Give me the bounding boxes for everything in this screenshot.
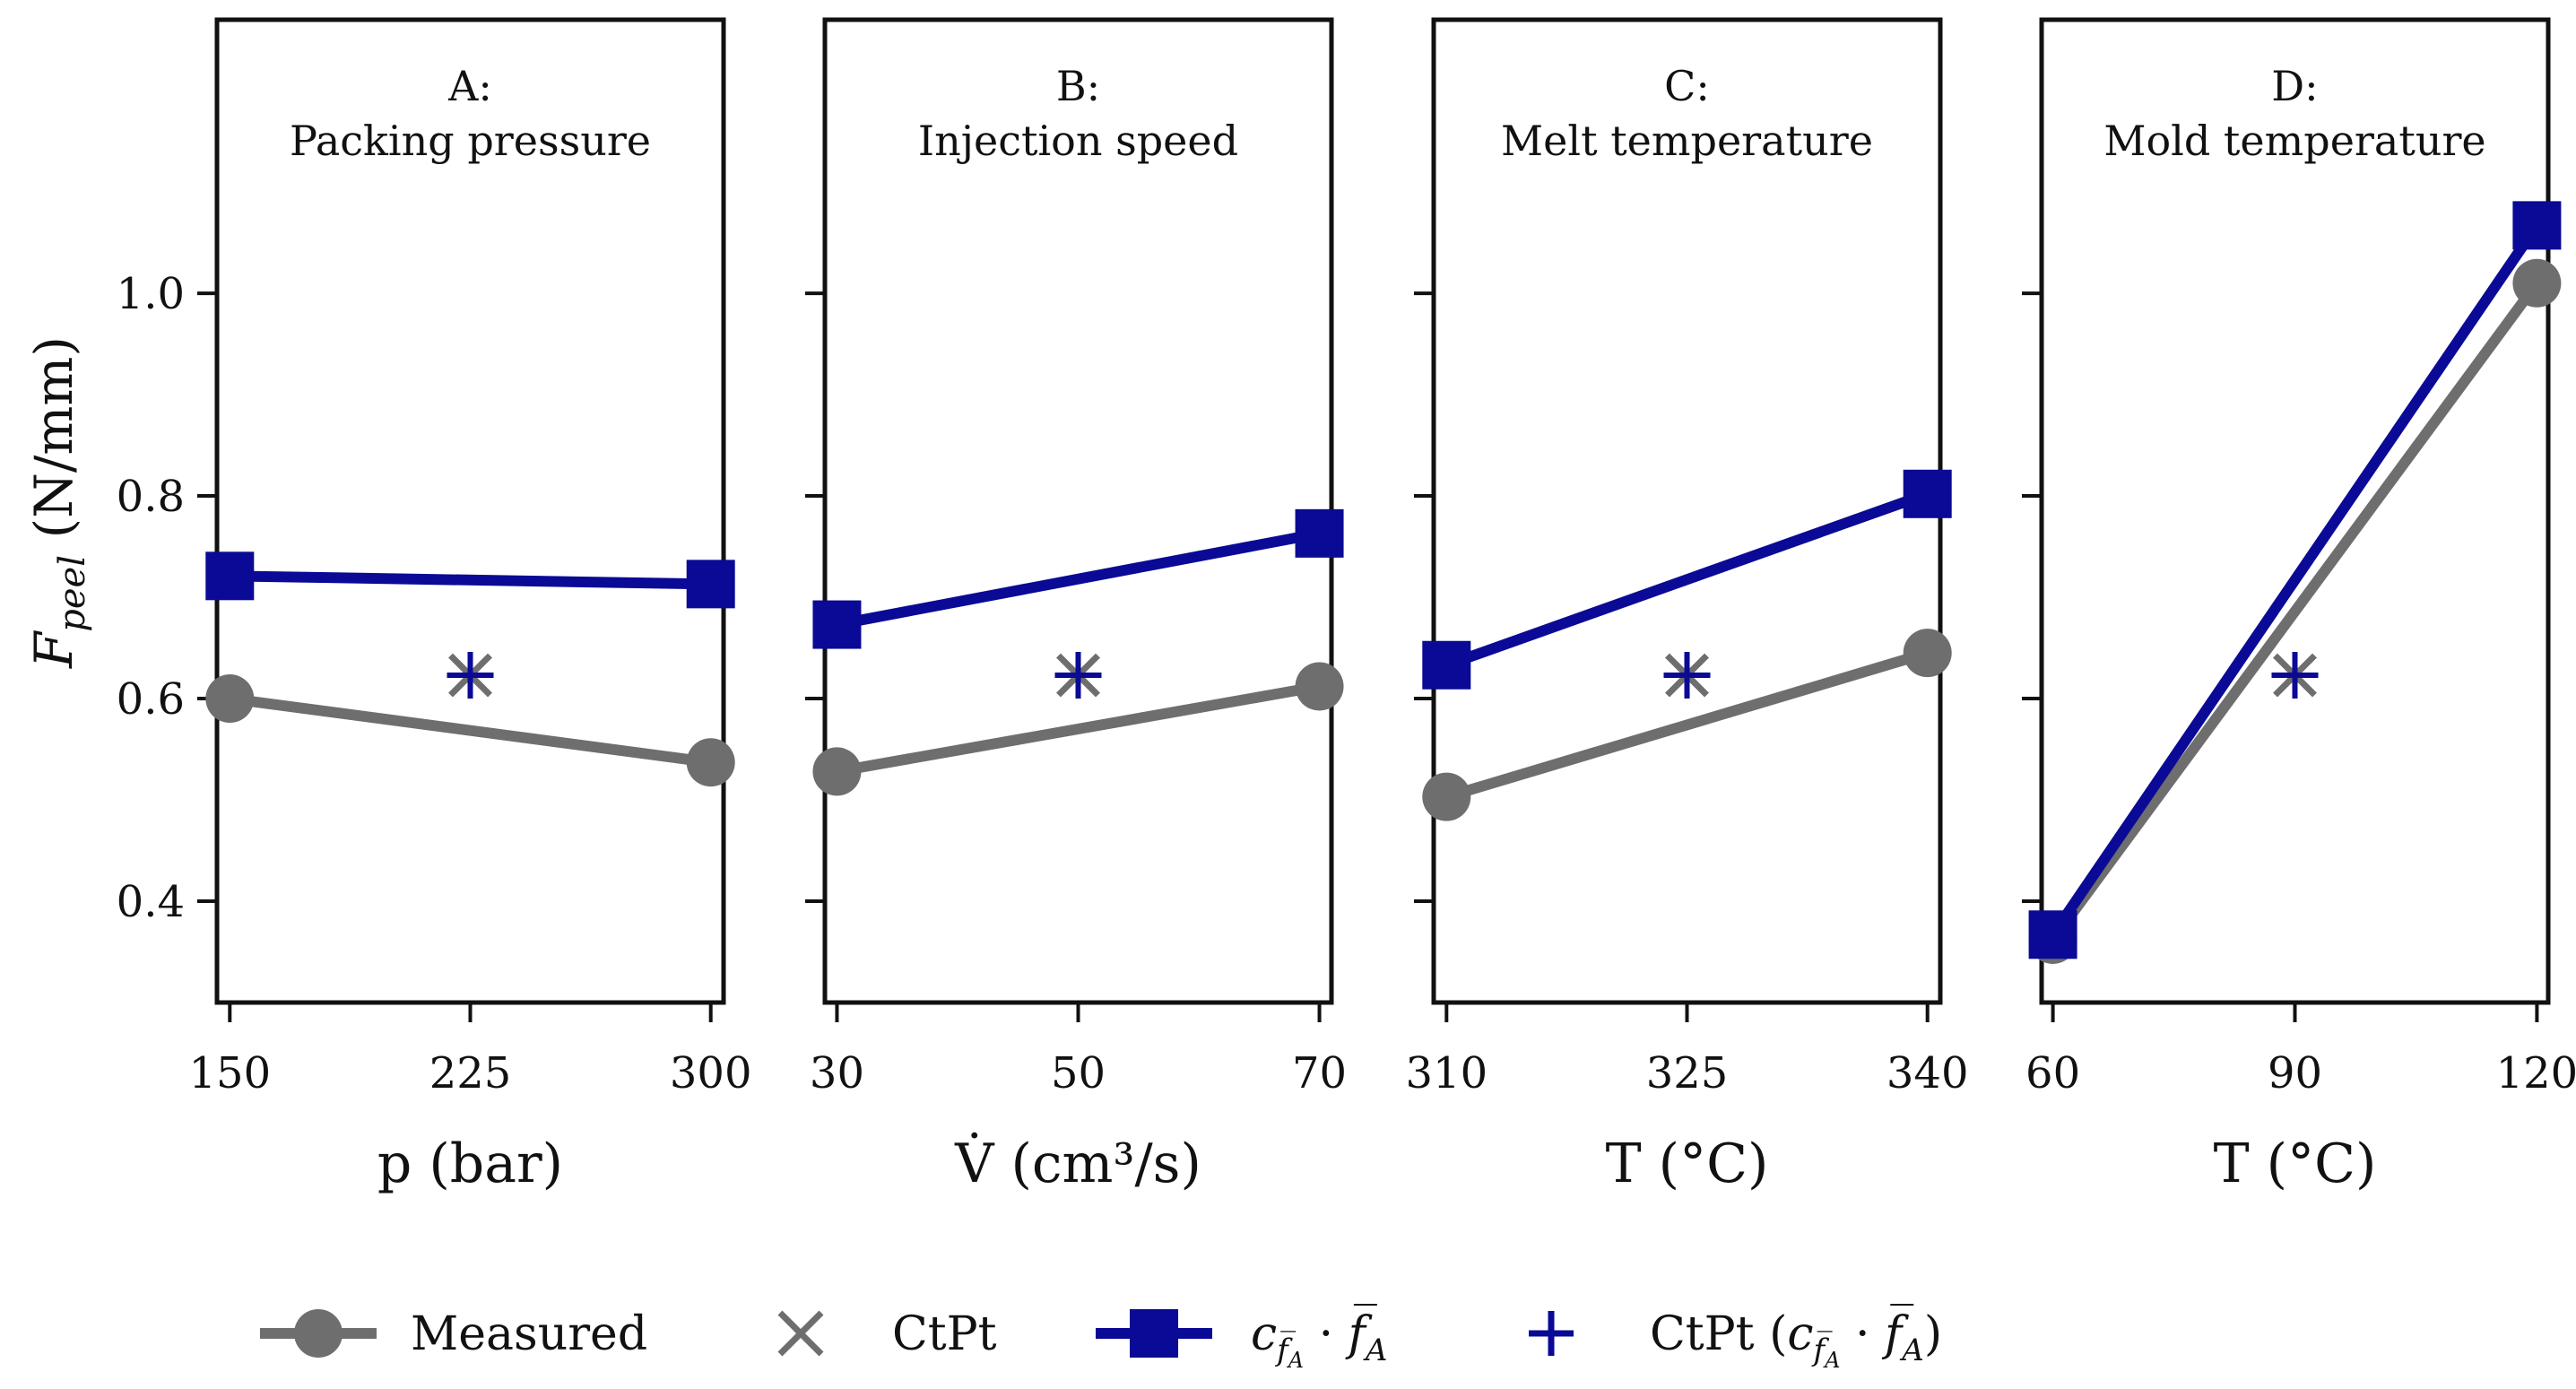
legend-ctpt-model-label: CtPt (cf̅A · f̅A) bbox=[1650, 1303, 1942, 1373]
model-line bbox=[1444, 489, 1930, 671]
panel-title-letter: A: bbox=[447, 62, 492, 110]
y-axis-label-unit: (N/mm) bbox=[23, 336, 84, 539]
model-point bbox=[812, 600, 862, 649]
legend-model-label-fsub: A bbox=[1363, 1333, 1388, 1368]
legend-model-label-c: c bbox=[1251, 1307, 1277, 1361]
legend-measured-marker bbox=[294, 1309, 343, 1358]
legend-ctpt-model-marker bbox=[1529, 1311, 1574, 1356]
model-point bbox=[1903, 469, 1952, 518]
y-axis-label-main: F bbox=[23, 630, 84, 669]
panel-title-letter: D: bbox=[2271, 62, 2318, 110]
legend-item-model: cf̅A · f̅A bbox=[1096, 1303, 1387, 1373]
legend-model-label: cf̅A · f̅A bbox=[1251, 1303, 1387, 1373]
legend-model-label-subsub: A bbox=[1287, 1348, 1304, 1373]
model-line bbox=[230, 570, 711, 590]
x-axis-label: p (bar) bbox=[377, 1133, 563, 1195]
x-tick-label: 120 bbox=[2496, 1048, 2576, 1098]
measured-point bbox=[812, 747, 862, 796]
panel-title: Injection speed bbox=[918, 117, 1238, 165]
measured-line bbox=[1444, 647, 1930, 803]
ctpt-model-point bbox=[447, 652, 494, 699]
panel-title: Packing pressure bbox=[290, 117, 651, 165]
x-tick-label: 340 bbox=[1886, 1048, 1969, 1098]
measured-line bbox=[2048, 280, 2542, 943]
panel-3: 60 90 120 D: Mold temperature T (°C) bbox=[2022, 17, 2576, 1195]
measured-line bbox=[836, 681, 1321, 777]
x-tick-label: 225 bbox=[429, 1048, 512, 1098]
panel-frame bbox=[214, 17, 726, 1005]
panels: 0.4 0.6 0.8 1.0 150 225 300 A: Packing pressure p… bbox=[117, 17, 2576, 1195]
ctpt-model-point bbox=[1054, 652, 1102, 699]
y-tick-label: 0.8 bbox=[117, 472, 185, 522]
x-axis-label: T (°C) bbox=[1606, 1133, 1769, 1195]
x-axis-label: V̇ (cm³/s) bbox=[954, 1132, 1201, 1195]
legend-measured-label: Measured bbox=[411, 1307, 647, 1361]
measured-point bbox=[1295, 662, 1344, 711]
model-line bbox=[836, 527, 1321, 630]
legend: Measured CtPt cf̅A · f̅A CtPt (cf̅A · f̅… bbox=[260, 1303, 1942, 1373]
model-line bbox=[2048, 221, 2542, 938]
measured-point bbox=[686, 738, 735, 787]
y-tick-label: 0.4 bbox=[117, 877, 185, 927]
measured-point bbox=[1422, 772, 1471, 821]
measured-point bbox=[1903, 629, 1952, 678]
legend-model-label-dot: · bbox=[1304, 1307, 1349, 1361]
measured-point bbox=[205, 674, 255, 724]
y-tick-label: 0.6 bbox=[117, 674, 185, 725]
measured-point bbox=[2512, 258, 2562, 308]
panel-2: 310 325 340 C: Melt temperature T (°C) bbox=[1405, 17, 1969, 1195]
legend-ctpt-model-label-fsub: A bbox=[1899, 1333, 1924, 1368]
x-tick-label: 50 bbox=[1051, 1048, 1106, 1098]
model-point bbox=[2512, 201, 2562, 250]
panel-title: Mold temperature bbox=[2103, 117, 2485, 165]
legend-ctpt-model-label-c: c bbox=[1787, 1307, 1813, 1361]
legend-item-measured: Measured bbox=[260, 1307, 647, 1361]
legend-ctpt-model-label-suffix: ) bbox=[1924, 1307, 1942, 1361]
legend-item-ctpt: CtPt bbox=[777, 1307, 997, 1361]
x-tick-label: 325 bbox=[1646, 1048, 1729, 1098]
model-point bbox=[205, 551, 255, 601]
legend-ctpt-label: CtPt bbox=[892, 1307, 997, 1361]
x-tick-label: 300 bbox=[670, 1048, 752, 1098]
panel-frame bbox=[822, 17, 1334, 1005]
legend-ctpt-model-label-prefix: CtPt ( bbox=[1650, 1307, 1787, 1361]
panel-title-letter: C: bbox=[1664, 62, 1710, 110]
model-point bbox=[2028, 910, 2077, 959]
x-tick-label: 30 bbox=[810, 1048, 864, 1098]
y-axis-label-space bbox=[23, 539, 84, 555]
x-tick-label: 60 bbox=[2025, 1048, 2080, 1098]
panel-title-letter: B: bbox=[1056, 62, 1100, 110]
panel-title: Melt temperature bbox=[1501, 117, 1873, 165]
legend-ctpt-model-label-dot: · bbox=[1840, 1307, 1885, 1361]
legend-model-marker bbox=[1130, 1309, 1178, 1358]
legend-item-ctpt-model: CtPt (cf̅A · f̅A) bbox=[1529, 1303, 1942, 1373]
model-point bbox=[686, 560, 735, 609]
x-tick-label: 150 bbox=[188, 1048, 271, 1098]
x-tick-label: 90 bbox=[2268, 1048, 2322, 1098]
y-axis-label: Fpeel (N/mm) bbox=[23, 336, 93, 669]
x-tick-label: 310 bbox=[1405, 1048, 1487, 1098]
x-tick-label: 70 bbox=[1292, 1048, 1347, 1098]
y-tick-label: 1.0 bbox=[117, 269, 185, 319]
legend-ctpt-marker bbox=[777, 1310, 824, 1357]
model-point bbox=[1422, 640, 1471, 690]
x-axis-label: T (°C) bbox=[2214, 1133, 2377, 1195]
ctpt-model-point bbox=[2271, 652, 2319, 699]
model-point bbox=[1295, 508, 1344, 558]
panel-1: 30 50 70 B: Injection speed V̇ (cm³/s) bbox=[805, 17, 1347, 1195]
panel-0: 0.4 0.6 0.8 1.0 150 225 300 A: Packing pressure p… bbox=[117, 17, 752, 1195]
ctpt-model-point bbox=[1663, 652, 1711, 699]
measured-line bbox=[229, 693, 712, 768]
y-axis-label-sub: peel bbox=[52, 555, 93, 632]
legend-ctpt-model-label-subsub: A bbox=[1823, 1348, 1840, 1373]
